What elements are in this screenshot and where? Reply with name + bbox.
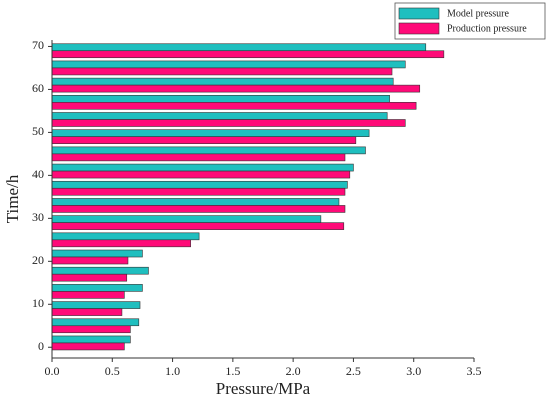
bar bbox=[51, 291, 125, 299]
bar bbox=[51, 284, 143, 292]
bar bbox=[51, 84, 421, 93]
bar bbox=[51, 129, 370, 137]
y-tick-label: 70 bbox=[32, 38, 44, 52]
legend-text: Model pressure bbox=[447, 8, 509, 19]
y-tick-label: 10 bbox=[32, 296, 44, 310]
bar bbox=[51, 112, 388, 120]
bar bbox=[51, 215, 322, 223]
bar bbox=[51, 77, 394, 86]
bar bbox=[51, 60, 406, 69]
bar bbox=[51, 273, 128, 282]
x-tick-label: 0.0 bbox=[45, 364, 60, 378]
bar bbox=[51, 43, 427, 52]
y-tick-label: 60 bbox=[32, 81, 44, 95]
bar bbox=[51, 318, 140, 327]
bar bbox=[51, 342, 125, 351]
y-tick-label: 30 bbox=[32, 210, 44, 224]
bar bbox=[51, 119, 406, 127]
y-tick-label: 20 bbox=[32, 253, 44, 267]
bar bbox=[51, 301, 141, 309]
bar bbox=[51, 249, 143, 258]
x-tick-label: 2.0 bbox=[286, 364, 301, 378]
bar bbox=[51, 325, 131, 334]
y-tick-label: 50 bbox=[32, 124, 44, 138]
y-tick-label: 40 bbox=[32, 167, 44, 181]
bar bbox=[51, 95, 390, 103]
x-tick-label: 3.5 bbox=[467, 364, 482, 378]
bar bbox=[51, 153, 346, 162]
bar bbox=[51, 50, 445, 59]
bar bbox=[51, 170, 351, 179]
x-tick-label: 2.5 bbox=[346, 364, 361, 378]
bar bbox=[51, 205, 346, 213]
bar bbox=[51, 266, 149, 275]
x-tick-label: 1.5 bbox=[225, 364, 240, 378]
bar bbox=[51, 146, 366, 155]
x-tick-label: 0.5 bbox=[105, 364, 120, 378]
x-axis-title: Pressure/MPa bbox=[216, 379, 311, 398]
legend-swatch bbox=[398, 7, 440, 20]
x-tick-label: 1.0 bbox=[165, 364, 180, 378]
bar bbox=[51, 198, 340, 206]
bar bbox=[51, 222, 345, 230]
bar bbox=[51, 163, 354, 172]
bar bbox=[51, 136, 357, 144]
y-axis-title: Time/h bbox=[3, 174, 22, 223]
bar bbox=[51, 187, 346, 196]
legend-swatch bbox=[398, 22, 440, 35]
legend-text: Production pressure bbox=[447, 23, 527, 34]
bar bbox=[51, 308, 123, 316]
bar bbox=[51, 232, 200, 241]
bar bbox=[51, 102, 417, 110]
bar bbox=[51, 335, 131, 344]
bar bbox=[51, 67, 393, 76]
y-tick-label: 0 bbox=[38, 339, 44, 353]
bar bbox=[51, 256, 129, 265]
x-tick-label: 3.0 bbox=[406, 364, 421, 378]
bar bbox=[51, 239, 191, 248]
bar bbox=[51, 180, 348, 189]
